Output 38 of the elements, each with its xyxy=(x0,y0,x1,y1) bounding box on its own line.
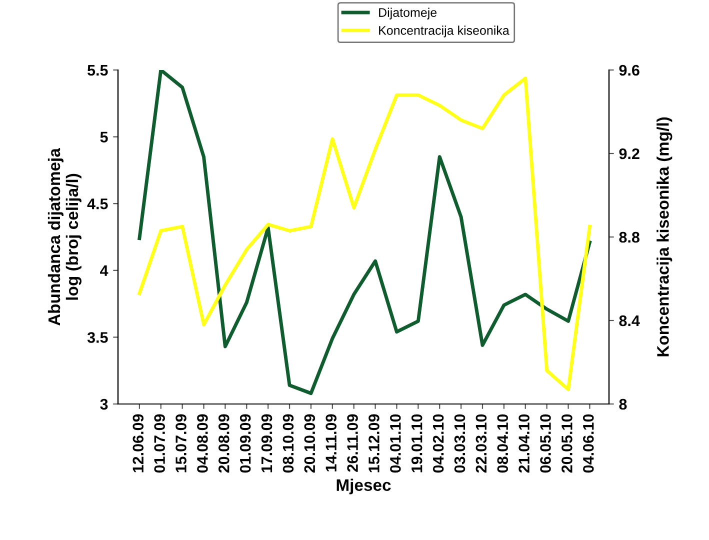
x-tick-label: 04.06.10 xyxy=(582,414,594,473)
x-axis-title: Mjesec xyxy=(336,478,391,494)
x-tick-label: 21.04.10 xyxy=(518,414,530,473)
legend-label: Dijatomeje xyxy=(379,8,437,20)
x-tick-label: 04.01.10 xyxy=(390,414,401,473)
x-tick-label: 01.09.09 xyxy=(240,414,251,473)
y2-tick-label: 8.8 xyxy=(619,232,640,243)
x-tick-label: 20.08.09 xyxy=(218,414,230,473)
x-tick-label: 03.03.10 xyxy=(454,414,466,473)
y2-tick-label: 8 xyxy=(619,398,627,410)
x-tick-label: 26.11.09 xyxy=(347,414,358,472)
x-tick-label: 20.05.10 xyxy=(562,414,572,473)
y-tick-label: 4.5 xyxy=(87,198,108,210)
x-tick-label: 17.09.09 xyxy=(261,414,272,472)
y2-tick-label: 8.4 xyxy=(619,315,640,326)
x-tick-label: 19.01.10 xyxy=(411,414,422,472)
x-tick-label: 20.10.09 xyxy=(304,414,316,473)
x-tick-label: 08.04.10 xyxy=(497,414,508,473)
y2-tick-label: 9.6 xyxy=(619,64,640,76)
x-tick-label: 04.02.10 xyxy=(432,414,444,473)
y-tick-label: 3.5 xyxy=(87,332,108,343)
x-tick-label: 04.08.09 xyxy=(197,414,208,473)
y-tick-label: 5.5 xyxy=(88,65,108,76)
x-tick-label: 12.06.09 xyxy=(132,414,144,472)
y-tick-label: 5 xyxy=(100,132,108,142)
x-tick-label: 22.03.10 xyxy=(476,414,487,473)
x-tick-label: 15.12.09 xyxy=(368,414,380,472)
x-tick-label: 01.07.09 xyxy=(154,414,165,473)
y2-axis-title: Koncentracija kiseonika (mg/l) xyxy=(656,117,672,356)
x-tick-label: 06.05.10 xyxy=(540,414,551,473)
legend-label: Koncentracija kiseonika xyxy=(379,26,510,38)
y-tick-label: 3 xyxy=(100,398,108,410)
y-axis-title: Abundanca dijatomeja log (broj celija/l) xyxy=(48,148,82,326)
x-tick-label: 14.11.09 xyxy=(326,414,337,472)
x-tick-label: 08.10.09 xyxy=(282,414,294,473)
x-tick-label: 15.07.09 xyxy=(176,414,186,472)
y2-tick-label: 9.2 xyxy=(619,148,640,160)
y-tick-label: 4 xyxy=(100,265,108,276)
